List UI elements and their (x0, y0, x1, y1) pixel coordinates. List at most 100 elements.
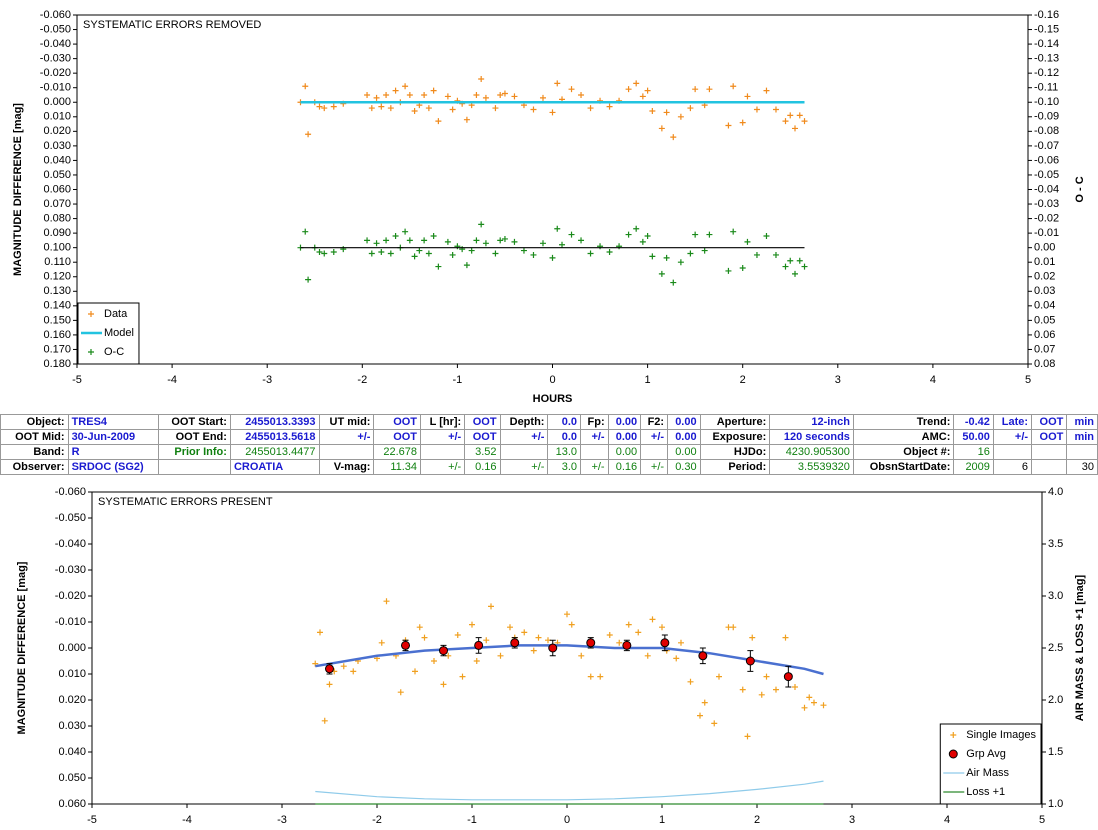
data-point (406, 91, 413, 98)
table-cell: 0.00 (607, 444, 642, 460)
x-tick-label: 3 (835, 374, 841, 386)
data-point (387, 105, 394, 112)
data-point (463, 262, 470, 269)
data-point (639, 238, 646, 245)
y2-tick-label: 1.0 (1048, 798, 1063, 810)
table-row: Observer: SRDOC (SG2) CROATIA V-mag: 11.34 +/… (0, 459, 1098, 475)
y2-tick-label: -0.16 (1034, 9, 1059, 21)
data-point (587, 105, 594, 112)
data-point (744, 733, 751, 740)
data-point (492, 250, 499, 257)
table-cell: F2: (640, 414, 669, 430)
data-point (530, 647, 537, 654)
y2-axis-label: O - C (1074, 176, 1086, 202)
table-cell: HJDo: (699, 444, 771, 460)
table-cell: R (67, 444, 160, 460)
table-cell: 50.00 (953, 429, 994, 445)
legend-label: O-C (104, 346, 124, 358)
table-cell: V-mag: (318, 459, 375, 475)
table-cell: 0.00 (607, 429, 642, 445)
y-tick-label: -0.010 (55, 616, 86, 628)
data-point (511, 93, 518, 100)
table-cell: OOT (464, 414, 501, 430)
table-cell: 30 (1066, 459, 1098, 475)
data-point (568, 621, 575, 628)
legend-swatch (950, 732, 957, 738)
data-point (678, 639, 684, 646)
table-cell: Object #: (852, 444, 955, 460)
data-point (378, 103, 385, 110)
y2-tick-label: -0.08 (1034, 125, 1059, 137)
chart-title: SYSTEMATIC ERRORS REMOVED (83, 19, 261, 31)
data-point (701, 699, 708, 706)
y-tick-label: 0.170 (43, 343, 71, 355)
x-tick-label: -2 (372, 814, 382, 826)
data-point (321, 250, 328, 257)
table-cell: +/- (580, 429, 609, 445)
data-point (716, 673, 722, 680)
data-point (639, 93, 646, 100)
y-tick-label: 0.050 (43, 169, 71, 181)
data-point (539, 240, 546, 247)
data-point (625, 231, 632, 238)
data-point (302, 83, 309, 90)
table-cell (580, 444, 609, 460)
data-point (501, 90, 508, 97)
data-point (317, 629, 323, 636)
table-cell: 13.0 (547, 444, 581, 460)
y-tick-label: 0.090 (43, 227, 71, 239)
table-cell: Depth: (499, 414, 549, 430)
data-point (497, 652, 504, 659)
data-point (449, 106, 456, 113)
data-point (373, 94, 380, 101)
y2-tick-label: -0.01 (1034, 227, 1059, 239)
data-point (806, 694, 813, 701)
data-point (321, 717, 328, 724)
data-point (411, 253, 418, 260)
y-tick-label: 0.120 (43, 271, 71, 283)
data-point (473, 658, 480, 664)
y-tick-label: -0.050 (55, 512, 86, 524)
data-point (473, 91, 480, 98)
data-point (763, 233, 770, 240)
data-point (411, 107, 418, 114)
y2-tick-label: 0.04 (1034, 300, 1055, 312)
table-cell: L [hr]: (420, 414, 466, 430)
data-point (406, 237, 413, 244)
table-cell: Observer: (0, 459, 69, 475)
x-tick-label: -5 (87, 814, 97, 826)
y-tick-label: 0.070 (43, 198, 71, 210)
data-point (796, 112, 803, 119)
data-point (492, 105, 499, 112)
data-point (644, 233, 651, 240)
data-point (568, 86, 575, 93)
table-row: Object: TRES4 OOT Start: 2455013.3393 UT mid… (0, 414, 1098, 430)
table-cell: 2455013.4477 (229, 444, 320, 460)
table-cell: 0.00 (667, 444, 701, 460)
y2-tick-label: -0.14 (1034, 38, 1059, 50)
table-cell: TRES4 (67, 414, 160, 430)
data-point (692, 86, 699, 93)
data-point (302, 228, 309, 235)
x-axis-label: HOURS (533, 393, 573, 405)
data-point (449, 251, 456, 258)
table-cell: +/- (640, 429, 669, 445)
legend-swatch (88, 349, 94, 355)
x-tick-label: 3 (849, 814, 855, 826)
y-tick-label: 0.040 (43, 154, 71, 166)
table-cell: 2009 (953, 459, 994, 475)
legend: Data Model O-C (77, 302, 140, 365)
x-tick-label: 1 (659, 814, 665, 826)
table-cell: +/- (992, 429, 1033, 445)
data-point (673, 655, 680, 662)
table-cell: +/- (580, 459, 609, 475)
data-point (383, 598, 390, 605)
data-point (402, 83, 409, 90)
data-point (535, 634, 542, 641)
y-tick-label: 0.010 (58, 668, 86, 680)
data-point (773, 686, 779, 693)
table-cell: 3.52 (464, 444, 501, 460)
data-point (468, 247, 475, 254)
data-point (497, 237, 504, 244)
